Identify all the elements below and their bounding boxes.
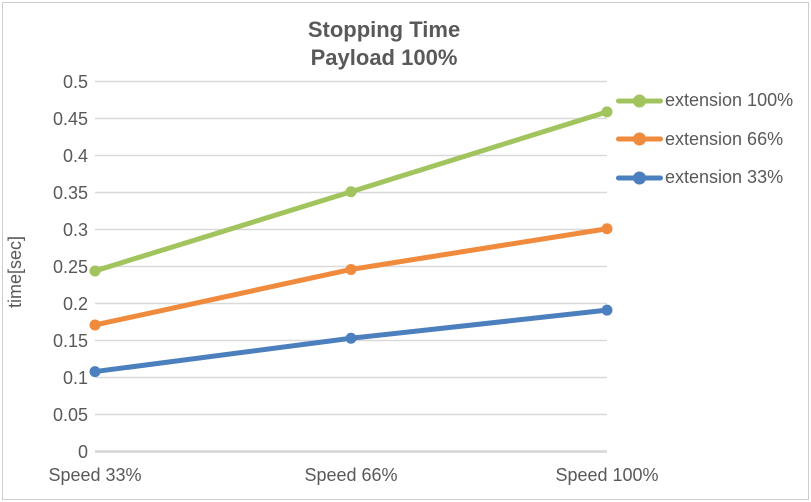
y-tick-label: 0.45 (52, 108, 88, 129)
data-point-marker (89, 366, 101, 378)
data-point-marker (345, 263, 357, 275)
y-tick-label: 0.05 (52, 404, 88, 425)
data-point-marker (601, 304, 613, 316)
y-tick-label: 0.15 (52, 330, 88, 351)
y-tick-label: 0.2 (62, 293, 88, 314)
legend-item: extension 100% (616, 88, 793, 114)
y-tick-label: 0.5 (62, 71, 88, 92)
chart-title-line2: Payload 100% (310, 45, 458, 70)
y-tick-label: 0.3 (62, 219, 88, 240)
x-category-label: Speed 33% (48, 465, 142, 485)
y-tick-label: 0 (77, 441, 88, 462)
legend-line-marker-icon (616, 132, 663, 146)
data-point-marker (345, 186, 357, 198)
legend-line-marker-icon (616, 94, 663, 107)
legend-line-marker-icon (616, 171, 663, 184)
data-point-marker (345, 332, 357, 344)
data-point-marker (89, 265, 101, 277)
data-point-marker (601, 223, 613, 235)
legend-label: extension 66% (665, 128, 784, 149)
y-tick-label: 0.4 (62, 145, 88, 166)
data-point-marker (89, 319, 101, 331)
legend-label: extension 33% (665, 167, 784, 187)
series-line-extension-66- (92, 226, 610, 328)
y-tick-label: 0.1 (62, 367, 88, 388)
x-category-label: Speed 100% (555, 465, 659, 485)
legend-label: extension 100% (665, 90, 794, 110)
legend-item: extension 66% (616, 126, 783, 152)
plot-area (89, 80, 613, 453)
y-tick-label: 0.35 (52, 182, 88, 203)
chart-title: Stopping Time Payload 100% (3, 16, 765, 72)
legend-item: extension 33% (616, 165, 783, 191)
data-point-marker (601, 106, 613, 118)
y-tick-label: 0.25 (52, 256, 88, 277)
x-category-label: Speed 66% (304, 465, 398, 485)
chart-title-line1: Stopping Time (307, 17, 461, 42)
